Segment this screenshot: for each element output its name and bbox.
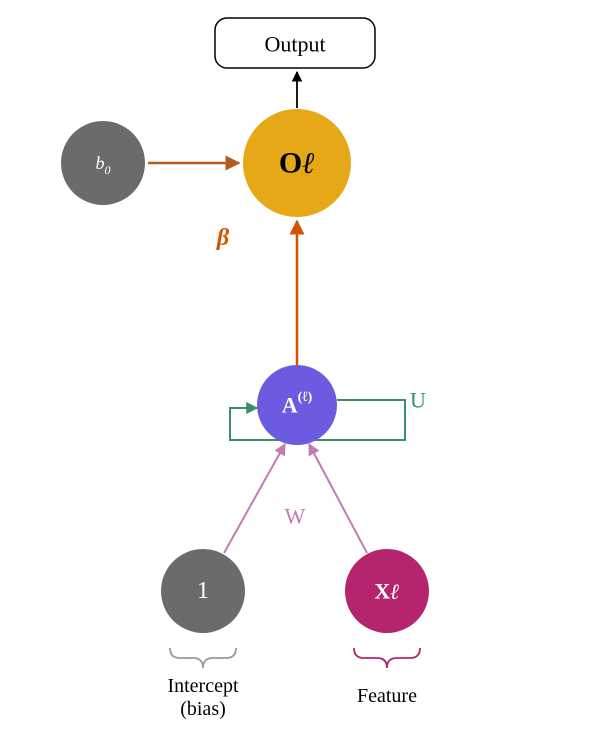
edge-label-U: U — [410, 388, 426, 413]
node-X: Xℓ — [345, 549, 429, 633]
node-A: A(ℓ) — [257, 365, 337, 445]
node-one-label: 1 — [197, 578, 209, 604]
brace-label-intercept: Intercept(bias) — [167, 675, 239, 720]
node-X-label: Xℓ — [374, 579, 399, 604]
brace-brace_X — [354, 648, 420, 668]
node-b0: b0 — [61, 121, 145, 205]
edge-X_to_A — [309, 444, 367, 553]
edge-one_to_A — [224, 444, 285, 553]
diagram-canvas: b0 Oℓ A(ℓ) 1 Xℓ β U W Intercept(bias) Feature O… — [0, 0, 590, 750]
edge-label-W: W — [285, 504, 306, 529]
edge-label-beta: β — [216, 225, 230, 251]
brace-brace_one — [170, 648, 236, 668]
output-box: Output — [215, 18, 375, 68]
node-O: Oℓ — [243, 109, 351, 217]
node-O-label: Oℓ — [279, 147, 315, 180]
output-label: Output — [264, 32, 325, 57]
node-one: 1 — [161, 549, 245, 633]
brace-label-feature: Feature — [357, 685, 417, 707]
